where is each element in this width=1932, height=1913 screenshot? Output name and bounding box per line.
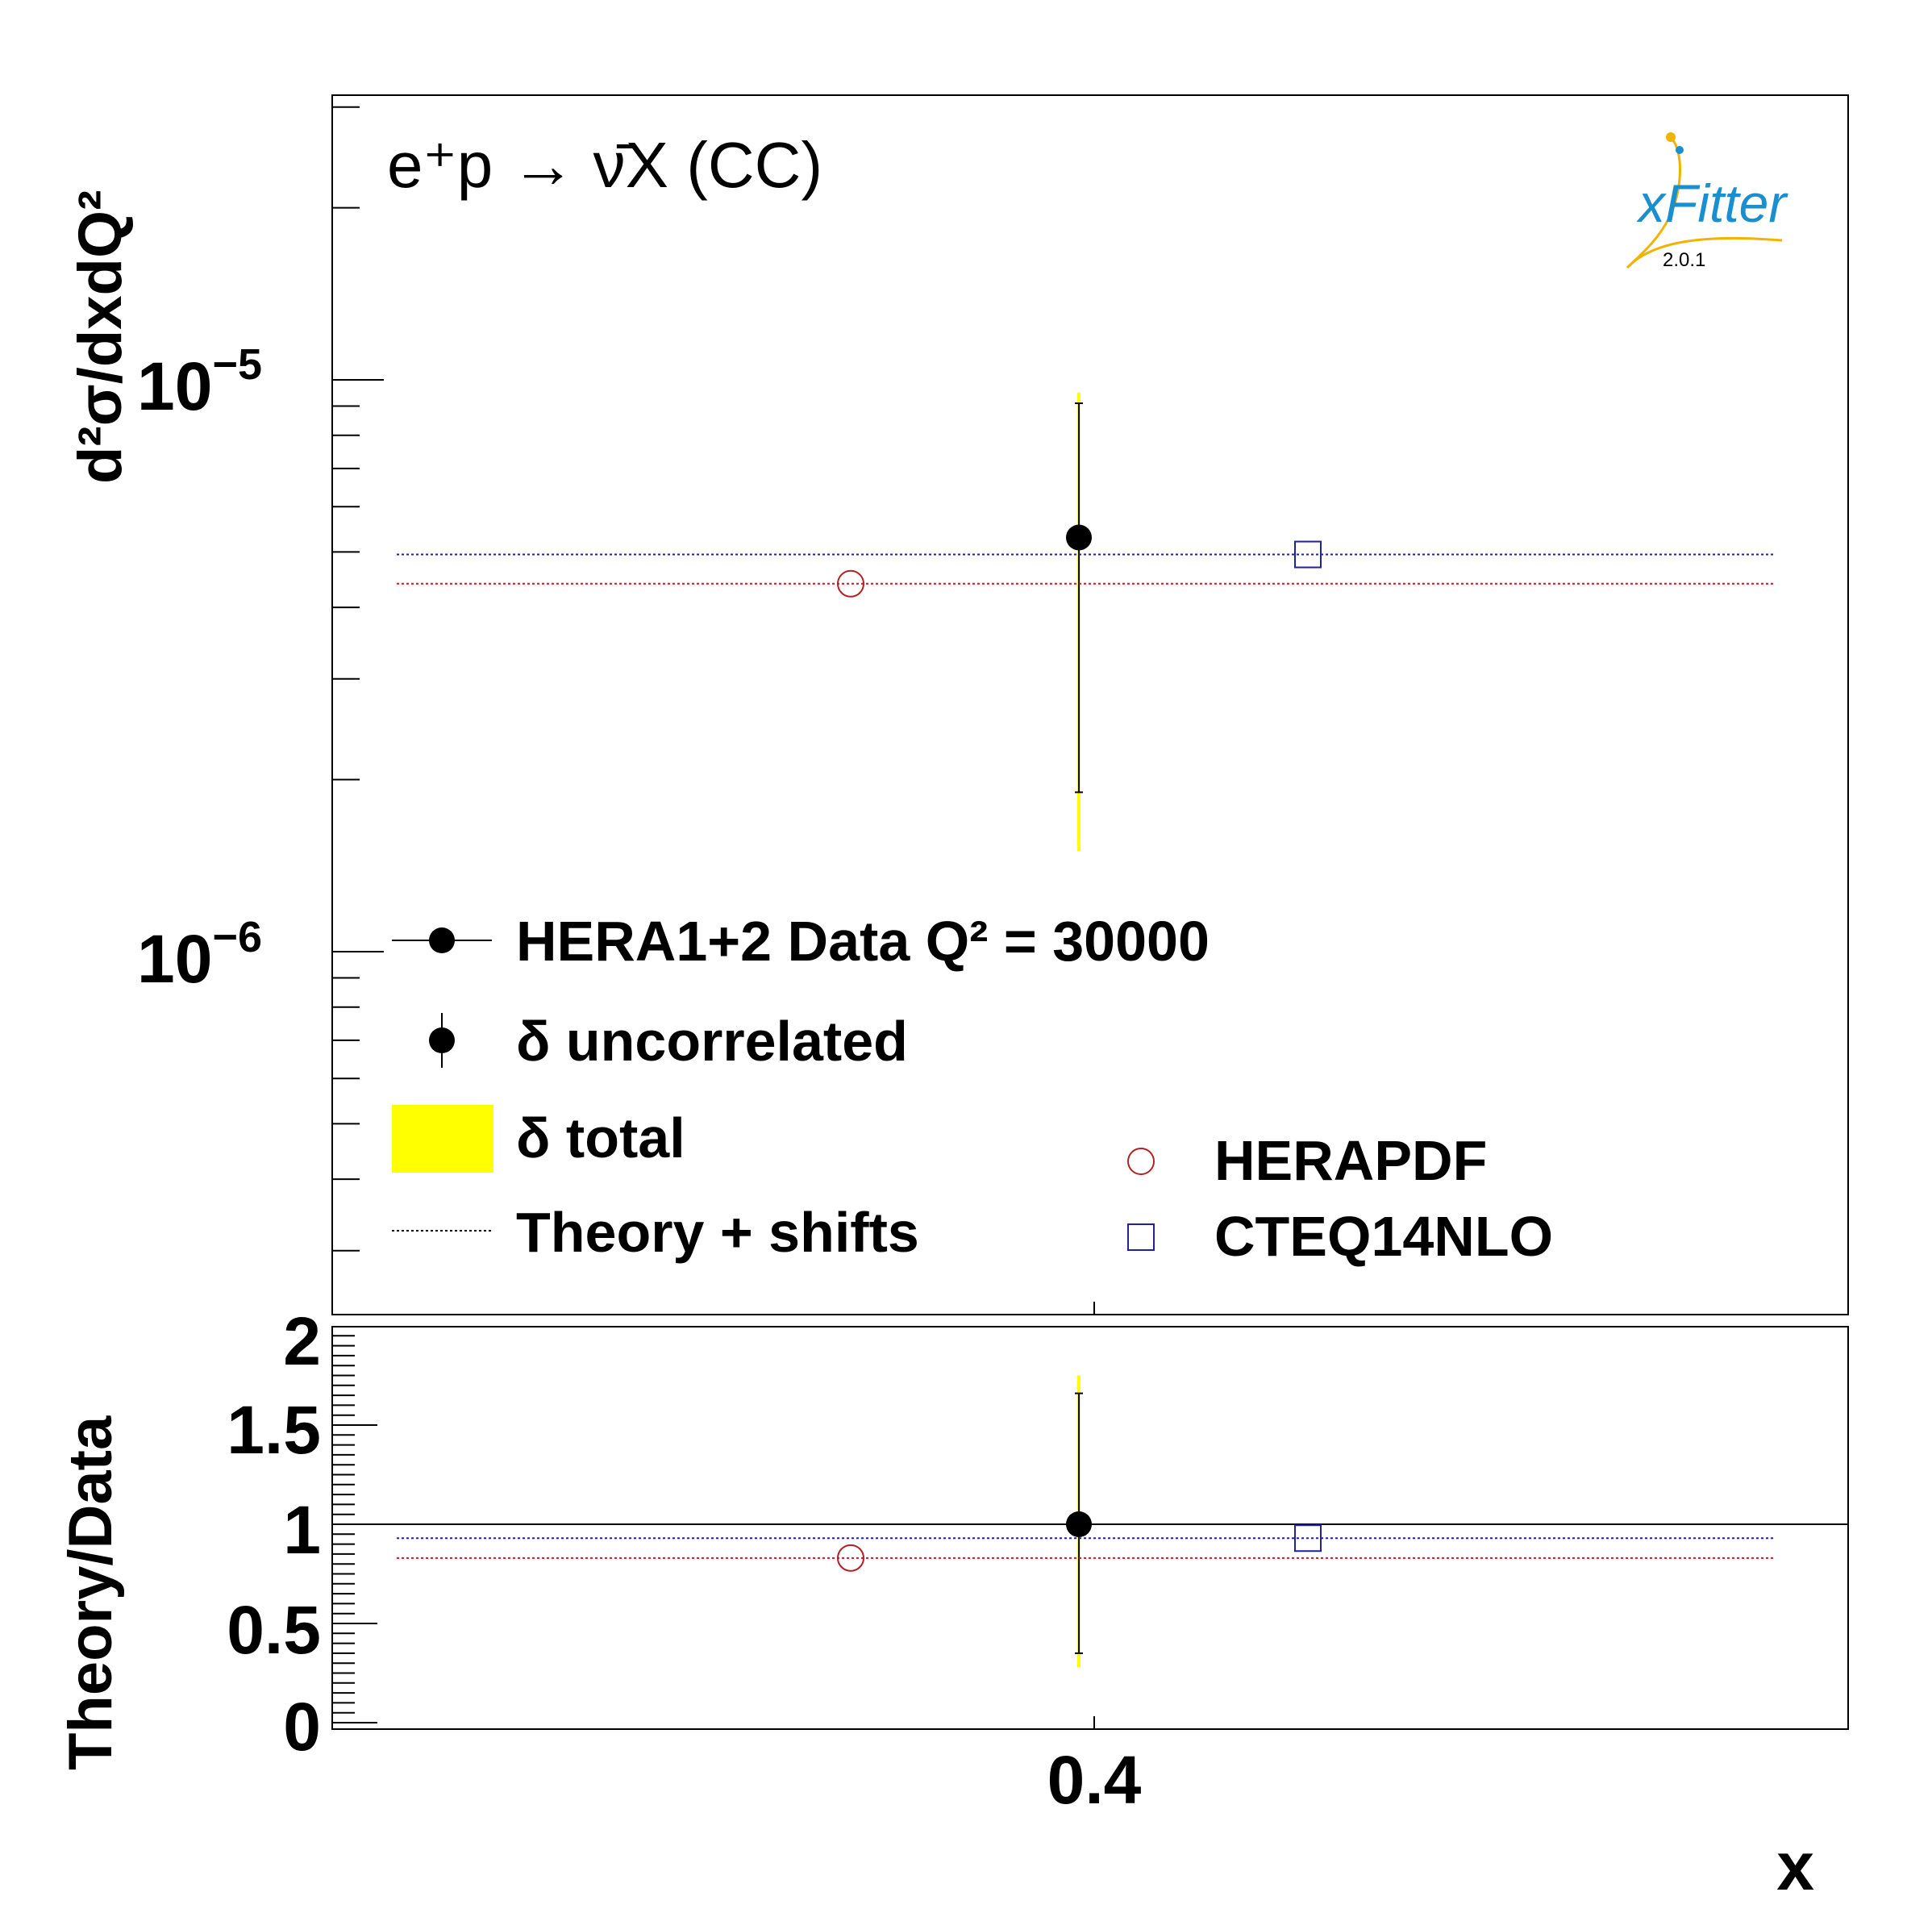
legend-total-swatch	[392, 1105, 493, 1173]
lower-y-tick-label-0: 0	[283, 1689, 321, 1765]
upper-series	[397, 392, 1774, 852]
upper-y-axis-label: d²σ/dxdQ²	[66, 190, 135, 484]
upper-data-point	[1066, 524, 1092, 551]
upper-y-tick-label-1e-6: 10−6	[137, 913, 262, 997]
legend: HERA1+2 Data Q² = 30000 δ uncorrelated δ…	[392, 910, 1553, 1268]
upper-y-tick-label-1e-5: 10−5	[137, 340, 262, 424]
logo-name: xFitter	[1636, 173, 1788, 233]
legend-herapdf-label: HERAPDF	[1214, 1129, 1487, 1192]
lower-data-point	[1066, 1511, 1092, 1537]
legend-herapdf-marker	[1127, 1148, 1155, 1175]
upper-cteq14nlo-marker	[1294, 540, 1322, 569]
upper-y-ticks	[332, 106, 384, 1252]
logo-curve-icon	[1627, 236, 1783, 268]
lower-plot-frame	[331, 1326, 1849, 1730]
lower-cteq14nlo-marker	[1294, 1524, 1322, 1552]
x-axis-label: x	[1776, 1828, 1814, 1904]
legend-cteq-marker	[1127, 1223, 1155, 1251]
legend-theory-label: Theory + shifts	[516, 1201, 919, 1264]
xfitter-logo: xFitter 2.0.1	[1626, 132, 1788, 271]
upper-herapdf-marker	[837, 569, 864, 598]
legend-data-marker	[429, 927, 455, 953]
lower-y-tick-label-1: 1	[283, 1492, 321, 1568]
lower-y-ticks	[332, 1335, 377, 1723]
legend-cteq-label: CTEQ14NLO	[1214, 1205, 1553, 1268]
legend-total-label: δ total	[516, 1107, 685, 1169]
logo-version: 2.0.1	[1663, 249, 1705, 271]
legend-data-label: HERA1+2 Data Q² = 30000	[516, 910, 1210, 973]
x-tick-label-0.4: 0.4	[1047, 1742, 1142, 1818]
process-label: e⁺p → ν̄X (CC)	[387, 129, 822, 201]
lower-y-axis-label: Theory/Data	[56, 1415, 125, 1770]
lower-series	[332, 1375, 1848, 1668]
logo-dot-icon	[1666, 132, 1676, 142]
legend-uncorrelated-label: δ uncorrelated	[516, 1010, 908, 1073]
legend-uncorrelated-marker	[429, 1027, 455, 1053]
lower-herapdf-marker	[837, 1544, 864, 1572]
upper-plot-frame	[331, 94, 1849, 1315]
lower-y-tick-label-1.5: 1.5	[227, 1392, 321, 1468]
lower-y-tick-label-2: 2	[283, 1303, 321, 1379]
lower-y-tick-label-0.5: 0.5	[227, 1592, 321, 1668]
logo-dot-2-icon	[1676, 146, 1684, 154]
